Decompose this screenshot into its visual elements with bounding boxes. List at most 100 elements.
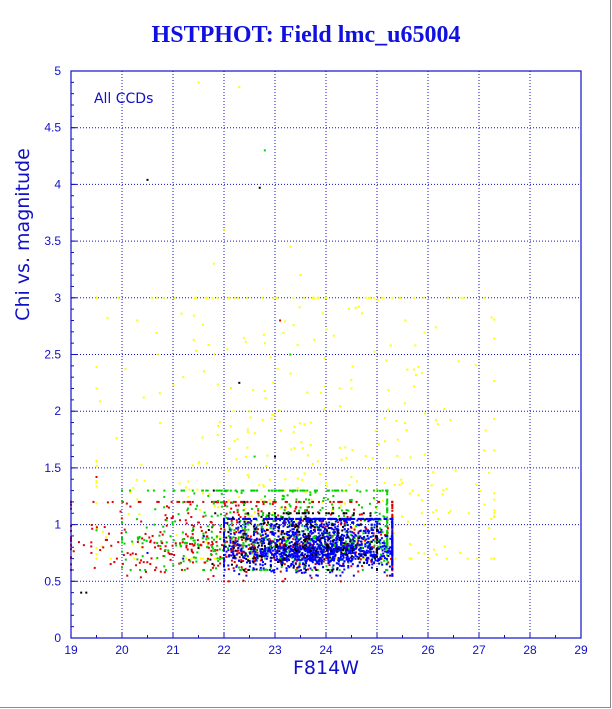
data-point [175, 534, 178, 537]
data-point [447, 511, 450, 514]
data-point [279, 570, 282, 573]
data-point [252, 557, 255, 560]
data-point [283, 548, 286, 551]
data-point [306, 489, 309, 492]
data-point [262, 537, 265, 540]
data-point [343, 502, 346, 505]
data-point [317, 545, 320, 548]
data-point [303, 489, 306, 492]
data-point [255, 568, 258, 571]
data-point [185, 522, 188, 525]
data-point [289, 547, 292, 550]
data-point [226, 540, 229, 543]
data-point [288, 525, 291, 528]
data-point [356, 489, 359, 492]
data-point [269, 564, 272, 567]
data-point [149, 562, 152, 565]
data-point [274, 455, 276, 458]
data-point [284, 544, 287, 547]
data-point [434, 326, 437, 329]
data-point [374, 511, 377, 514]
data-point [225, 516, 228, 519]
data-point [85, 591, 88, 594]
data-point [214, 500, 217, 503]
data-point [359, 530, 362, 533]
data-point [255, 489, 258, 492]
data-point [247, 512, 250, 515]
data-point [253, 538, 256, 541]
data-point [234, 541, 237, 544]
data-point [229, 541, 232, 544]
data-point [312, 548, 315, 551]
data-point [299, 538, 302, 541]
data-point [351, 365, 354, 368]
data-point [312, 543, 315, 546]
data-point [376, 299, 379, 302]
data-point [223, 531, 225, 534]
data-point [250, 538, 253, 541]
data-point [275, 539, 278, 542]
data-point [374, 559, 377, 562]
data-point [95, 296, 98, 299]
data-point [362, 529, 365, 532]
data-point [380, 558, 383, 561]
data-point [248, 517, 251, 520]
data-point [286, 560, 289, 563]
data-point [292, 554, 295, 557]
data-point [376, 529, 378, 532]
data-point [408, 492, 411, 495]
data-point [235, 564, 238, 567]
data-point [223, 528, 226, 531]
data-point [296, 556, 299, 559]
data-point [358, 504, 361, 507]
data-point [302, 562, 305, 565]
data-point [264, 568, 267, 571]
data-point [324, 528, 327, 531]
data-point [252, 561, 255, 564]
data-point [364, 541, 367, 544]
data-point [380, 296, 383, 299]
data-point [307, 506, 310, 509]
data-point [370, 523, 373, 526]
data-point [292, 528, 295, 531]
data-point [259, 550, 262, 553]
data-point [493, 498, 496, 501]
data-point [204, 531, 207, 534]
data-point [360, 312, 363, 315]
data-point [223, 517, 225, 520]
data-point [315, 574, 318, 577]
data-point [369, 552, 372, 555]
data-point [312, 549, 315, 552]
data-point [178, 545, 181, 548]
data-point [201, 537, 204, 540]
data-point [126, 552, 129, 555]
data-point [316, 543, 319, 546]
data-point [343, 512, 346, 515]
data-point [311, 524, 314, 527]
data-point [314, 563, 317, 566]
data-point [420, 499, 423, 502]
data-point [377, 443, 380, 446]
data-point [240, 549, 243, 552]
data-point [369, 535, 372, 538]
data-point [343, 553, 346, 556]
data-point [272, 519, 275, 522]
data-point [235, 530, 238, 533]
data-point [231, 501, 234, 504]
data-point [303, 423, 306, 426]
data-point [223, 546, 225, 549]
data-point [358, 535, 361, 538]
data-point [266, 517, 269, 520]
data-point [354, 554, 357, 557]
data-point [381, 557, 384, 560]
data-point [197, 81, 200, 84]
data-point [318, 556, 321, 559]
data-point [347, 509, 350, 512]
data-point [227, 534, 230, 537]
data-point [390, 520, 393, 523]
data-point [318, 524, 321, 527]
data-point [238, 521, 241, 524]
data-point [273, 513, 276, 516]
data-point [244, 533, 247, 536]
data-point [294, 558, 297, 561]
